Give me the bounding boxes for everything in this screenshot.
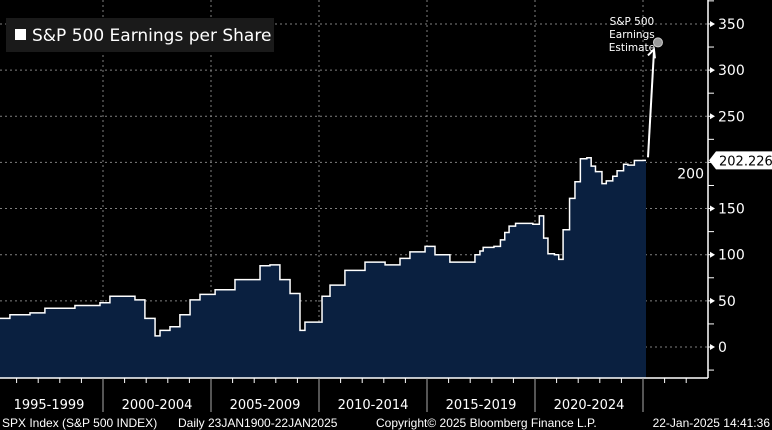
x-period-label: 2000-2004 [122, 398, 193, 413]
footer-timestamp: 22-Jan-2025 14:41:36 [653, 416, 771, 430]
y-tick-label: 0 [718, 340, 727, 356]
y-tick-marker [710, 205, 715, 212]
y-tick-label: 100 [718, 248, 745, 264]
last-value-label: 202.2265 [719, 154, 772, 169]
chart-title: S&P 500 Earnings per Share [32, 26, 271, 46]
y-axis: 0 50 100 150 200 250 300 350 202.2265 [677, 0, 772, 378]
y-tick-marker [710, 297, 715, 304]
y-tick-label: 150 [718, 202, 745, 218]
eps-area [0, 157, 646, 378]
estimate-point [652, 37, 663, 48]
last-value-badge [709, 151, 772, 170]
y-tick-marker [710, 113, 715, 120]
x-period-label: 2005-2009 [230, 398, 301, 413]
y-tick-marker [710, 344, 715, 350]
y-tick-marker [710, 251, 715, 258]
legend-swatch [15, 29, 26, 40]
x-period-label: 2010-2014 [338, 398, 409, 413]
y-tick-label: 350 [718, 17, 745, 33]
y-tick-label: 300 [718, 63, 745, 79]
footer: SPX Index (S&P 500 INDEX) Daily 23JAN190… [2, 416, 770, 430]
eps-line [0, 157, 646, 337]
arrow-head-icon [647, 47, 656, 59]
y-tick-marker [710, 20, 715, 27]
y-tick-label: 50 [718, 294, 736, 310]
y-tick-marker [710, 67, 715, 74]
footer-security: SPX Index (S&P 500 INDEX) [2, 416, 157, 430]
x-period-label: 2015-2019 [446, 398, 517, 413]
annotation-label: Earnings [609, 29, 655, 41]
footer-range: Daily 23JAN1900-22JAN2025 [178, 416, 338, 430]
arrow-line [647, 51, 655, 158]
annotation-label: Estimate [609, 42, 655, 54]
y-tick-label: 250 [718, 109, 745, 125]
footer-copyright: Copyright© 2025 Bloomberg Finance L.P. [376, 416, 597, 430]
x-period-label: 1995-1999 [14, 398, 85, 413]
legend: S&P 500 Earnings per Share [6, 18, 274, 52]
y-tick-label: 200 [677, 166, 704, 182]
annotation-label: S&P 500 [610, 16, 655, 28]
x-axis: 1995-1999 2000-2004 2005-2009 2010-2014 2015… [0, 377, 708, 413]
x-period-label: 2020-2024 [554, 398, 625, 413]
